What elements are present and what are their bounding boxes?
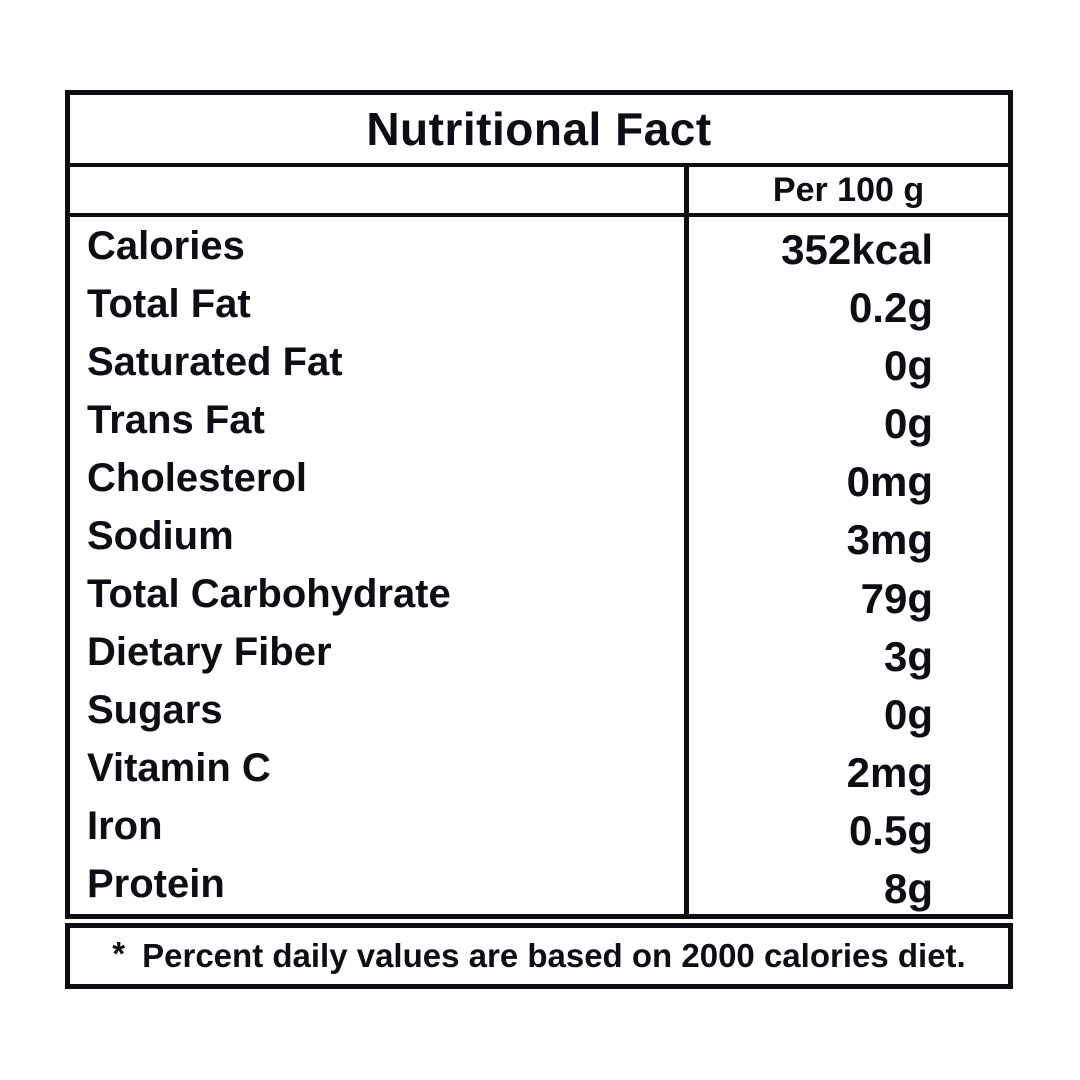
table-row-vitamin-c: Vitamin C 2mg: [70, 739, 1008, 798]
nutrient-name: Vitamin C: [70, 739, 689, 798]
nutrient-name: Total Carbohydrate: [70, 565, 689, 624]
table-row-dietary-fiber: Dietary Fiber 3g: [70, 623, 1008, 682]
table-title: Nutritional Fact: [70, 95, 1008, 167]
nutrient-value: 0mg: [846, 458, 933, 506]
nutrient-value: 2mg: [846, 748, 933, 796]
nutrient-name: Total Fat: [70, 275, 689, 334]
table-row-iron: Iron 0.5g: [70, 797, 1008, 856]
header-empty-cell: [70, 167, 689, 213]
nutrient-value: 79g: [860, 574, 933, 622]
column-header-per-100g: Per 100 g: [772, 170, 925, 209]
table-row-sugars: Sugars 0g: [70, 681, 1008, 740]
nutrient-name: Sugars: [70, 681, 689, 740]
nutrient-name: Sodium: [70, 507, 689, 566]
table-row-calories: Calories 352kcal: [70, 217, 1008, 276]
nutrient-value: 3mg: [846, 516, 933, 564]
table-row-sodium: Sodium 3mg: [70, 507, 1008, 566]
nutrient-value: 8g: [883, 864, 933, 912]
table-body: Calories 352kcal Total Fat 0.2g Saturate…: [70, 217, 1008, 914]
table-row-trans-fat: Trans Fat 0g: [70, 391, 1008, 450]
nutrient-value: 0.5g: [848, 806, 933, 854]
nutrient-name: Protein: [70, 855, 689, 914]
footnote: * Percent daily values are based on 2000…: [65, 923, 1013, 989]
table-row-saturated-fat: Saturated Fat 0g: [70, 333, 1008, 392]
table-row-protein: Protein 8g: [70, 855, 1008, 914]
table-row-total-fat: Total Fat 0.2g: [70, 275, 1008, 334]
nutrient-value: 352kcal: [781, 226, 933, 274]
nutrient-value: 0.2g: [848, 284, 933, 332]
nutrient-name: Iron: [70, 797, 689, 856]
nutrient-name: Calories: [70, 217, 689, 276]
nutrient-name: Dietary Fiber: [70, 623, 689, 682]
nutrient-value: 3g: [883, 632, 933, 680]
nutrient-name: Trans Fat: [70, 391, 689, 450]
nutrition-facts-table: Nutritional Fact Per 100 g Calories 352k…: [65, 90, 1013, 919]
footnote-text: Percent daily values are based on 2000 c…: [142, 937, 966, 974]
table-row-cholesterol: Cholesterol 0mg: [70, 449, 1008, 508]
nutrient-name: Cholesterol: [70, 449, 689, 508]
footnote-asterisk: *: [112, 935, 126, 972]
nutrient-value: 0g: [883, 690, 933, 738]
table-header-row: Per 100 g: [70, 167, 1008, 217]
table-row-total-carbohydrate: Total Carbohydrate 79g: [70, 565, 1008, 624]
nutrient-name: Saturated Fat: [70, 333, 689, 392]
nutrient-value: 0g: [883, 342, 933, 390]
nutrient-value: 0g: [883, 400, 933, 448]
